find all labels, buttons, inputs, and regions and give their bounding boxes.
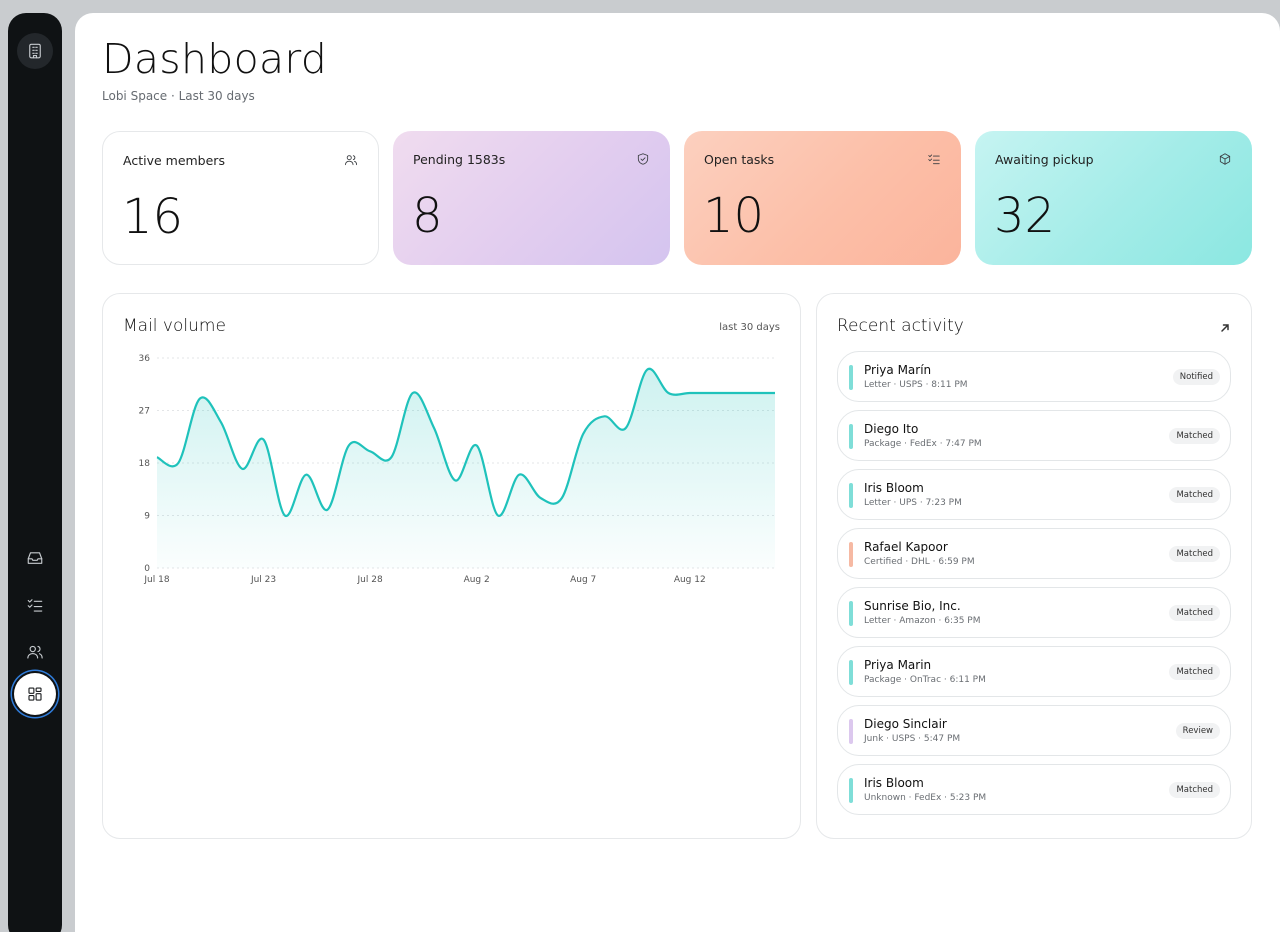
status-badge: Notified — [1172, 369, 1220, 385]
page-subtitle: Lobi Space · Last 30 days — [102, 89, 255, 103]
status-color-bar — [849, 660, 853, 685]
activity-item[interactable]: Sunrise Bio, Inc. Letter · Amazon · 6:35… — [837, 587, 1231, 638]
y-tick-label: 18 — [139, 459, 151, 469]
arrow-up-right-icon[interactable] — [1219, 319, 1231, 332]
users-icon — [344, 152, 358, 166]
stat-label: Open tasks — [704, 152, 775, 167]
status-badge: Matched — [1169, 782, 1220, 798]
y-tick-label: 36 — [139, 354, 151, 364]
stat-card-open-tasks[interactable]: Open tasks 10 — [684, 131, 961, 265]
activity-name: Sunrise Bio, Inc. — [864, 599, 961, 613]
x-tick-label: Jul 23 — [250, 575, 276, 585]
nav-tasks[interactable] — [17, 587, 53, 623]
activity-meta: Package · FedEx · 7:47 PM — [864, 439, 982, 449]
activity-item[interactable]: Iris Bloom Unknown · FedEx · 5:23 PM Mat… — [837, 764, 1231, 815]
stat-card-pending-1583s[interactable]: Pending 1583s 8 — [393, 131, 670, 265]
activity-meta: Unknown · FedEx · 5:23 PM — [864, 793, 987, 803]
stat-value: 32 — [994, 188, 1056, 244]
activity-item[interactable]: Priya Marín Letter · USPS · 8:11 PM Noti… — [837, 351, 1231, 402]
activity-name: Iris Bloom — [864, 481, 924, 495]
stat-card-active-members[interactable]: Active members 16 — [102, 131, 379, 265]
stat-card-awaiting-pickup[interactable]: Awaiting pickup 32 — [975, 131, 1252, 265]
stat-value: 10 — [703, 188, 765, 244]
activity-meta: Certified · DHL · 6:59 PM — [864, 557, 975, 567]
mail-volume-panel: Mail volume last 30 days 0 9 18 27 36 Jul 18 J… — [102, 293, 801, 839]
users-icon — [27, 645, 43, 659]
activity-name: Priya Marín — [864, 363, 932, 377]
recent-activity-title: Recent activity — [837, 316, 964, 336]
status-color-bar — [849, 424, 853, 449]
inbox-icon — [27, 552, 43, 564]
status-color-bar — [849, 483, 853, 508]
x-tick-label: Aug 12 — [674, 575, 706, 585]
status-color-bar — [849, 719, 853, 744]
activity-name: Iris Bloom — [864, 776, 924, 790]
shield-check-icon — [636, 151, 650, 165]
checklist-icon — [927, 151, 941, 165]
status-color-bar — [849, 365, 853, 390]
activity-meta: Letter · Amazon · 6:35 PM — [864, 616, 981, 626]
mail-volume-title: Mail volume — [123, 316, 226, 336]
stat-label: Pending 1583s — [413, 152, 506, 167]
activity-meta: Letter · USPS · 8:11 PM — [864, 380, 968, 390]
activity-name: Diego Ito — [864, 422, 919, 436]
y-tick-label: 0 — [144, 564, 150, 574]
nav-dashboard[interactable] — [14, 673, 56, 715]
status-color-bar — [849, 778, 853, 803]
nav-rail — [8, 13, 62, 932]
building-icon — [29, 43, 41, 59]
activity-meta: Letter · UPS · 7:23 PM — [864, 498, 962, 508]
x-tick-label: Jul 28 — [357, 575, 383, 585]
x-tick-label: Jul 18 — [143, 575, 169, 585]
status-color-bar — [849, 542, 853, 567]
main-content: Dashboard Lobi Space · Last 30 days Acti… — [75, 13, 1280, 932]
activity-item[interactable]: Iris Bloom Letter · UPS · 7:23 PM Matche… — [837, 469, 1231, 520]
activity-name: Diego Sinclair — [864, 717, 947, 731]
mail-volume-chart: 0 9 18 27 36 Jul 18 Jul 23 Jul 28 Aug 2 Aug 7 Aug … — [139, 354, 776, 585]
recent-activity-panel: Recent activity Priya Marín Letter · USP… — [816, 293, 1252, 839]
status-badge: Matched — [1169, 605, 1220, 621]
activity-item[interactable]: Rafael Kapoor Certified · DHL · 6:59 PM … — [837, 528, 1231, 579]
activity-name: Rafael Kapoor — [864, 540, 948, 554]
activity-meta: Junk · USPS · 5:47 PM — [864, 734, 961, 744]
y-tick-label: 9 — [144, 512, 150, 522]
status-color-bar — [849, 601, 853, 626]
stat-label: Awaiting pickup — [995, 152, 1094, 167]
x-tick-label: Aug 2 — [464, 575, 490, 585]
status-badge: Matched — [1169, 546, 1220, 562]
nav-members[interactable] — [17, 634, 53, 670]
x-tick-label: Aug 7 — [570, 575, 596, 585]
series-area — [157, 368, 775, 568]
status-badge: Review — [1175, 723, 1220, 739]
package-icon — [1218, 151, 1232, 165]
grid-icon — [28, 687, 42, 701]
activity-item[interactable]: Diego Ito Package · FedEx · 7:47 PM Matc… — [837, 410, 1231, 461]
checklist-icon — [27, 599, 43, 612]
activity-item[interactable]: Priya Marin Package · OnTrac · 6:11 PM M… — [837, 646, 1231, 697]
activity-meta: Package · OnTrac · 6:11 PM — [864, 675, 986, 685]
status-badge: Matched — [1169, 428, 1220, 444]
y-tick-label: 27 — [139, 407, 150, 417]
nav-inbox[interactable] — [17, 540, 53, 576]
stat-value: 16 — [122, 189, 184, 245]
workspace-button[interactable] — [17, 33, 53, 69]
stat-value: 8 — [412, 188, 443, 244]
mail-volume-range: last 30 days — [719, 322, 780, 333]
activity-item[interactable]: Diego Sinclair Junk · USPS · 5:47 PM Rev… — [837, 705, 1231, 756]
stat-label: Active members — [123, 153, 225, 168]
status-badge: Matched — [1169, 664, 1220, 680]
activity-name: Priya Marin — [864, 658, 932, 672]
status-badge: Matched — [1169, 487, 1220, 503]
page-title: Dashboard — [102, 35, 328, 83]
